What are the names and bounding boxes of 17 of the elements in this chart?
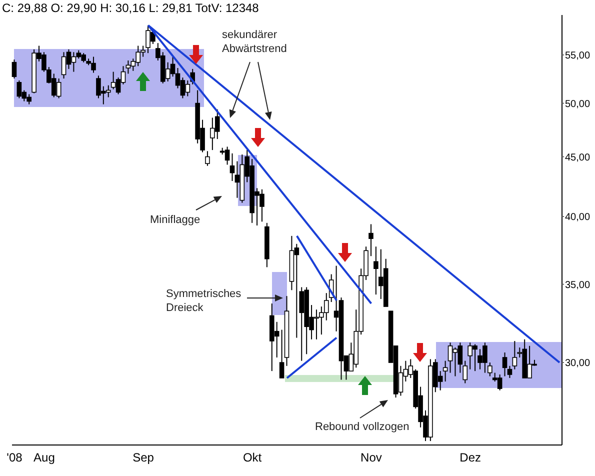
y-tick-label: 35,00 — [565, 280, 590, 291]
x-tick-label: Sep — [132, 450, 154, 465]
annotation: Rebound vollzogen — [315, 420, 410, 434]
y-tick-label: 40,00 — [565, 212, 590, 224]
y-tick-label: 30,00 — [565, 358, 590, 370]
x-tick-label: Aug — [34, 450, 55, 465]
annotation: Symmetrisches Dreieck — [166, 287, 242, 315]
annotation: Miniflagge — [150, 213, 202, 227]
x-tick-label: Nov — [360, 450, 382, 465]
x-tick-label: Dez — [460, 450, 482, 465]
chart-title: C: 29,88 O: 29,90 H: 30,16 L: 29,81 TotV: 12348 — [2, 1, 259, 15]
x-tick-label: Okt — [242, 450, 262, 465]
y-tick-label: 50,00 — [565, 98, 590, 110]
x-tick-label: '08 — [6, 450, 23, 465]
y-tick-label: 45,00 — [565, 152, 590, 164]
y-tick-label: 55,00 — [565, 50, 590, 62]
annotation: sekundärer Abwärtstrend — [222, 28, 288, 56]
